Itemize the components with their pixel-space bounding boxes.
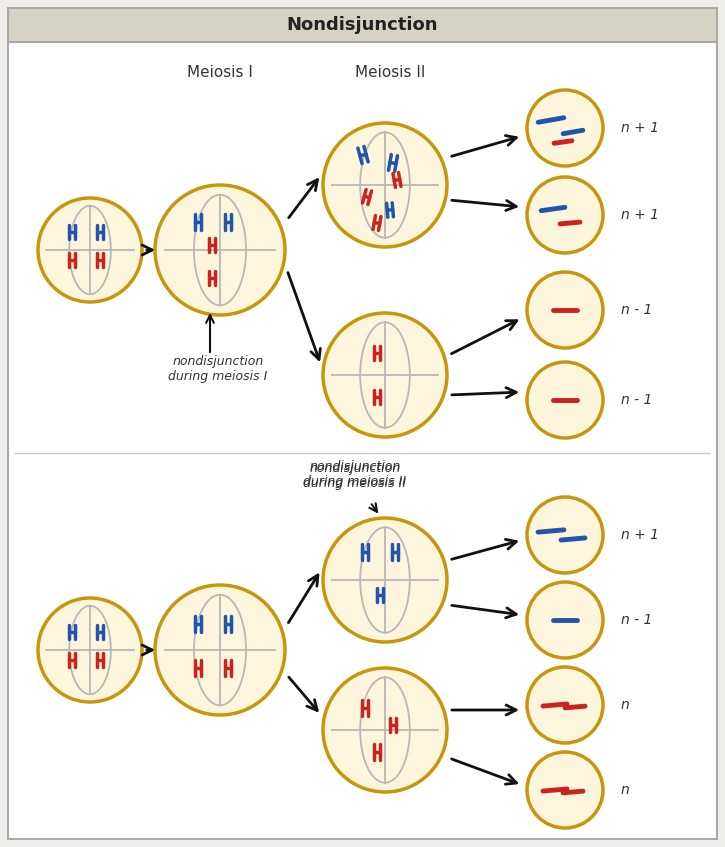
Text: n - 1: n - 1: [621, 303, 652, 317]
Ellipse shape: [527, 667, 603, 743]
Ellipse shape: [323, 518, 447, 642]
Ellipse shape: [527, 90, 603, 166]
Ellipse shape: [38, 198, 142, 302]
Text: n - 1: n - 1: [621, 393, 652, 407]
Ellipse shape: [155, 185, 285, 315]
Text: nondisjunction
during meiosis II: nondisjunction during meiosis II: [304, 460, 407, 488]
Ellipse shape: [323, 123, 447, 247]
Ellipse shape: [527, 752, 603, 828]
Text: Meiosis I: Meiosis I: [187, 64, 253, 80]
Ellipse shape: [527, 177, 603, 253]
Text: n + 1: n + 1: [621, 121, 659, 135]
Ellipse shape: [38, 598, 142, 702]
Ellipse shape: [527, 582, 603, 658]
Text: n: n: [621, 783, 630, 797]
Text: n + 1: n + 1: [621, 528, 659, 542]
Ellipse shape: [155, 585, 285, 715]
Text: Meiosis II: Meiosis II: [355, 64, 425, 80]
Ellipse shape: [527, 497, 603, 573]
Ellipse shape: [323, 668, 447, 792]
Bar: [8, 8, 717, 42]
Text: nondisjunction
during meiosis I: nondisjunction during meiosis I: [168, 355, 268, 383]
Text: n: n: [621, 698, 630, 712]
Text: Nondisjunction: Nondisjunction: [286, 16, 438, 34]
Text: n + 1: n + 1: [621, 208, 659, 222]
Ellipse shape: [527, 362, 603, 438]
Text: nondisjunction
during meiosis II: nondisjunction during meiosis II: [304, 462, 407, 490]
Text: n - 1: n - 1: [621, 613, 652, 627]
Ellipse shape: [527, 272, 603, 348]
Ellipse shape: [323, 313, 447, 437]
